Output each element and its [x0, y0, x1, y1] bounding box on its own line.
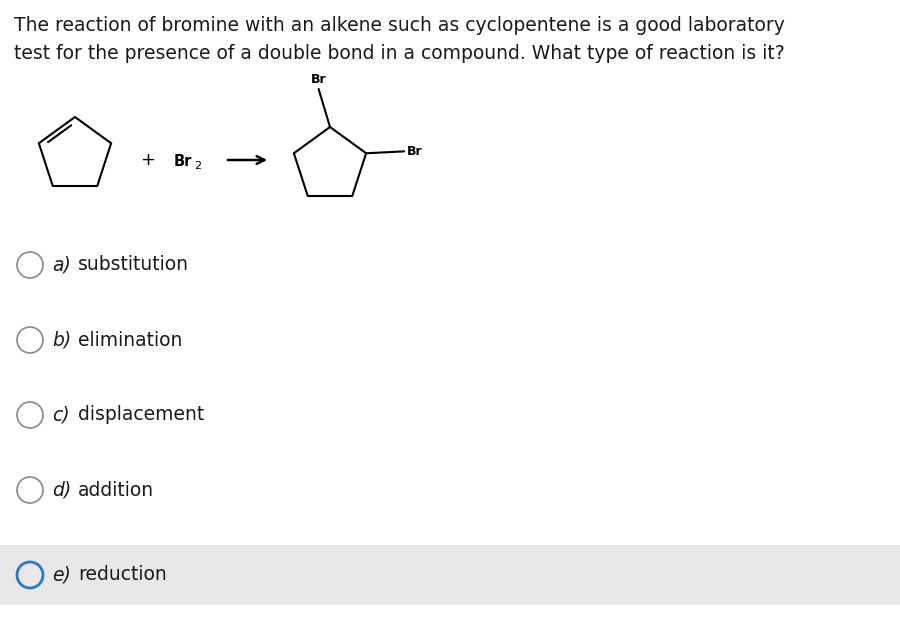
Text: Br: Br	[407, 145, 423, 158]
Text: a): a)	[52, 256, 71, 274]
Text: b): b)	[52, 331, 71, 349]
Text: reduction: reduction	[78, 565, 166, 585]
Text: c): c)	[52, 406, 69, 424]
Text: Br: Br	[174, 154, 193, 169]
Text: d): d)	[52, 481, 71, 499]
Bar	[0, 545, 900, 605]
Text: The reaction of bromine with an alkene such as cyclopentene is a good laboratory: The reaction of bromine with an alkene s…	[14, 16, 785, 35]
Text: substitution: substitution	[78, 256, 189, 274]
Text: elimination: elimination	[78, 331, 183, 349]
Text: e): e)	[52, 565, 71, 585]
Text: 2: 2	[194, 161, 201, 171]
Text: test for the presence of a double bond in a compound. What type of reaction is i: test for the presence of a double bond i…	[14, 44, 785, 63]
Text: +: +	[140, 151, 156, 169]
Text: Br: Br	[310, 73, 327, 86]
Text: addition: addition	[78, 481, 154, 499]
Text: displacement: displacement	[78, 406, 204, 424]
